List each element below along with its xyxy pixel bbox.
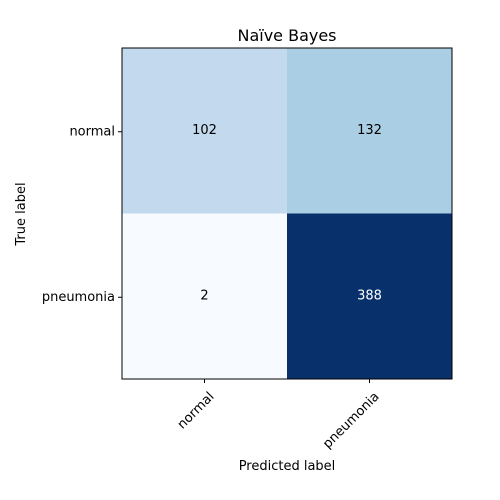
matrix-cell-1-1 (287, 213, 453, 380)
x-tick-label-0: normal (175, 389, 218, 432)
x-axis-label: Predicted label (239, 459, 336, 474)
y-tick-label-1: pneumonia (42, 290, 115, 305)
cell-value-label-0-0: 102 (192, 123, 217, 138)
cell-value-label-1-0: 2 (200, 288, 208, 303)
cell-value-label-1-1: 388 (357, 288, 382, 303)
y-axis-label: True label (14, 182, 29, 246)
chart-title: Naïve Bayes (237, 26, 336, 45)
cell-value-label-0-1: 132 (357, 123, 382, 138)
y-tick-label-0: normal (69, 124, 115, 139)
plot-frame (121, 47, 453, 380)
matrix-cell-0-0 (122, 48, 288, 214)
matrix-cell-0-1 (287, 48, 453, 214)
matrix-cell-1-0 (122, 213, 288, 380)
x-tick-label-1: pneumonia (320, 389, 382, 451)
